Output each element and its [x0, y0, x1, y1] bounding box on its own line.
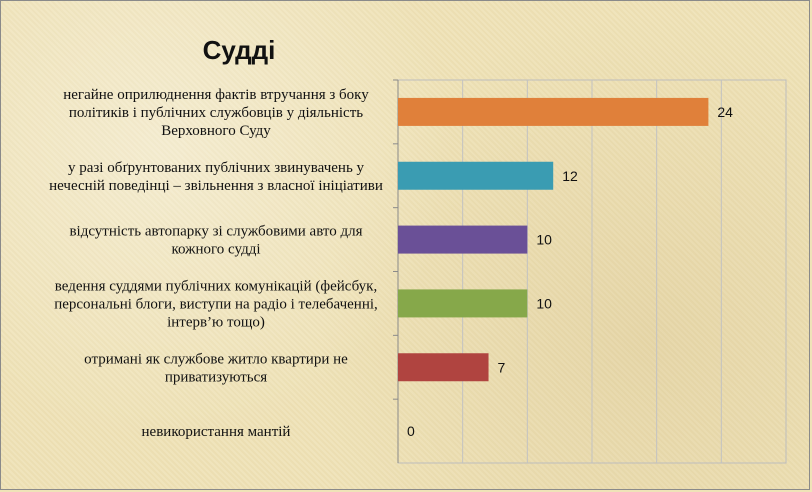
category-label: невикористання мантій: [142, 424, 291, 440]
plot-area: 24 негайне оприлюднення фактів втручання …: [49, 79, 787, 464]
bar: [398, 225, 528, 254]
bar: [398, 97, 709, 126]
category-label: ведення суддями публічних комунікацій (ф…: [54, 278, 378, 330]
data-label: 12: [562, 168, 578, 184]
data-label: 10: [536, 232, 552, 248]
data-label: 7: [498, 359, 506, 375]
bar: [398, 289, 528, 318]
data-label: 24: [717, 104, 733, 120]
bar: [398, 353, 489, 382]
chart-title: Судді: [203, 35, 276, 65]
data-label: 10: [536, 295, 552, 311]
data-label: 0: [407, 423, 415, 439]
category-label: у разі обґрунтованих публічних звинуваче…: [49, 160, 383, 194]
bar: [398, 161, 554, 190]
category-label: негайне оприлюднення фактів втручання з …: [63, 87, 369, 139]
category-label: отримані як службове житло квартири не пр…: [84, 351, 348, 385]
category-label: відсутність автопарку зі службовими авто…: [69, 224, 362, 258]
